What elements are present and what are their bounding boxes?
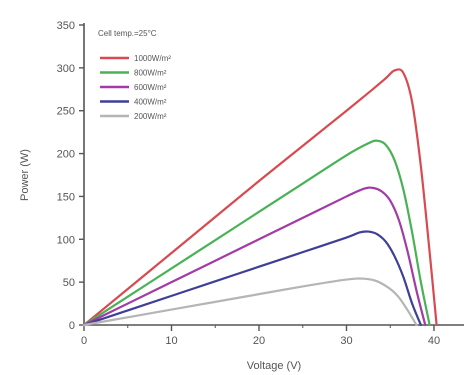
y-tick-label: 0 <box>69 320 75 332</box>
x-tick-label: 10 <box>165 335 177 347</box>
legend-label-2: 800W/m² <box>134 69 167 78</box>
y-tick-label: 350 <box>57 20 75 32</box>
legend-label-5: 200W/m² <box>134 112 167 121</box>
legend-label-3: 600W/m² <box>134 83 167 92</box>
legend-label-1: 1000W/m² <box>134 54 171 63</box>
y-tick-label: 300 <box>57 63 75 75</box>
series-line-1 <box>82 68 438 327</box>
y-axis-ticks: 0 50 100 150 200 250 300 350 <box>57 20 84 332</box>
series-line-4 <box>82 230 422 327</box>
series-line-2 <box>82 139 431 327</box>
x-axis-label: Voltage (V) <box>247 360 301 372</box>
legend-label-4: 400W/m² <box>134 98 167 107</box>
y-axis-label: Power (W) <box>19 149 31 201</box>
series-line-5 <box>82 277 418 327</box>
x-tick-label: 40 <box>428 335 440 347</box>
y-tick-label: 150 <box>57 191 75 203</box>
legend-title: Cell temp.=25°C <box>98 29 157 38</box>
series-line-3 <box>82 186 427 327</box>
y-tick-label: 200 <box>57 149 75 161</box>
y-tick-label: 50 <box>63 277 75 289</box>
legend: Cell temp.=25°C 1000W/m² 800W/m² 600W/m² 40… <box>98 29 171 121</box>
y-tick-label: 250 <box>57 106 75 118</box>
x-tick-label: 0 <box>81 335 87 347</box>
x-tick-label: 30 <box>340 335 352 347</box>
x-tick-label: 20 <box>253 335 265 347</box>
x-axis-ticks: 0 10 20 30 40 <box>81 325 440 347</box>
series-group <box>82 68 438 327</box>
y-tick-label: 100 <box>57 234 75 246</box>
